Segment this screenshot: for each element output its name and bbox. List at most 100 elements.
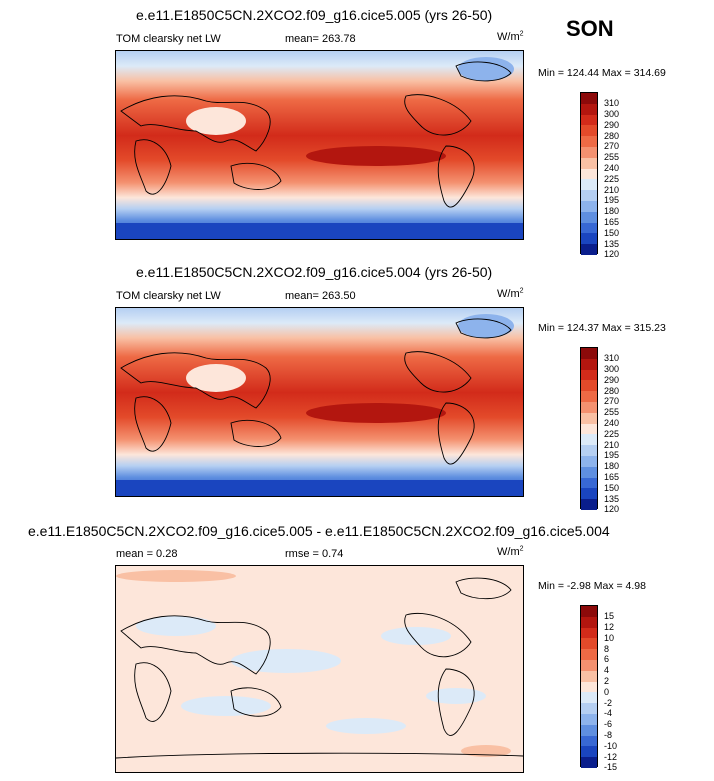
colorbar-tick: 240 — [604, 418, 620, 428]
colorbar-swatch — [581, 233, 597, 245]
colorbar-swatch — [581, 211, 597, 223]
colorbar-swatch — [581, 125, 597, 137]
panel2-title: e.e11.E1850C5CN.2XCO2.f09_g16.cice5.004 … — [136, 264, 493, 280]
panel2-minmax: Min = 124.37 Max = 315.23 — [538, 322, 666, 334]
colorbar-tick: 120 — [604, 249, 620, 259]
colorbar-tick: 310 — [604, 98, 620, 108]
colorbar-swatch — [581, 445, 597, 456]
colorbar-tick: 280 — [604, 386, 620, 396]
colorbar-swatch — [581, 746, 597, 758]
colorbar-swatch — [581, 369, 597, 381]
colorbar-swatch — [581, 627, 597, 639]
colorbar-tick: 165 — [604, 472, 620, 482]
colorbar-swatch — [581, 499, 597, 510]
colorbar-tick: 165 — [604, 217, 620, 227]
colorbar-tick: 290 — [604, 120, 620, 130]
colorbar-swatch — [581, 724, 597, 736]
colorbar-tick: -2 — [604, 698, 613, 708]
colorbar-swatch — [581, 391, 597, 402]
colorbar-swatch — [581, 93, 597, 104]
panel1-pacific-warm — [306, 146, 446, 166]
panel1-antarctica — [116, 223, 523, 239]
panel3-title: e.e11.E1850C5CN.2XCO2.f09_g16.cice5.005 … — [28, 523, 610, 539]
colorbar-tick: 300 — [604, 364, 620, 374]
colorbar-swatch — [581, 477, 597, 489]
colorbar-tick: 195 — [604, 195, 620, 205]
colorbar-swatch — [581, 222, 597, 234]
panel3-colorbar — [580, 605, 598, 768]
panel2-pacific-warm — [306, 403, 446, 423]
panel3-neg-patch — [136, 616, 216, 636]
colorbar-swatch — [581, 713, 597, 725]
colorbar-tick: 150 — [604, 228, 620, 238]
colorbar-tick: -8 — [604, 730, 613, 740]
season-label: SON — [566, 16, 614, 41]
panel1-mean-label: mean= 263.78 — [285, 33, 356, 45]
colorbar-tick: 0 — [604, 687, 610, 697]
colorbar-tick: 255 — [604, 152, 620, 162]
colorbar-swatch — [581, 692, 597, 704]
panel3-neg-patch — [381, 627, 451, 645]
panel2-field — [116, 308, 523, 496]
colorbar-swatch — [581, 380, 597, 392]
colorbar-tick: 270 — [604, 396, 620, 406]
colorbar-swatch — [581, 179, 597, 191]
panel3-rmse-label: rmse = 0.74 — [285, 548, 344, 560]
panel1-variable-label: TOM clearsky net LW — [116, 33, 221, 45]
colorbar-swatch — [581, 466, 597, 478]
colorbar-swatch — [581, 190, 597, 201]
panel2-mean-label: mean= 263.50 — [285, 290, 356, 302]
colorbar-tick: 120 — [604, 504, 620, 514]
panel1-minmax: Min = 124.44 Max = 314.69 — [538, 67, 666, 79]
colorbar-tick: 310 — [604, 353, 620, 363]
colorbar-swatch — [581, 348, 597, 359]
panel1-tibet — [186, 107, 246, 135]
colorbar-tick: 210 — [604, 440, 620, 450]
colorbar-swatch — [581, 401, 597, 413]
panel1-coastlines — [120, 61, 512, 208]
colorbar-tick: 225 — [604, 429, 620, 439]
colorbar-swatch — [581, 735, 597, 747]
colorbar-swatch — [581, 244, 597, 255]
colorbar-swatch — [581, 757, 597, 768]
colorbar-tick: 135 — [604, 494, 620, 504]
colorbar-tick: 300 — [604, 109, 620, 119]
colorbar-tick: 255 — [604, 407, 620, 417]
colorbar-tick: 180 — [604, 206, 620, 216]
colorbar-tick: -12 — [604, 752, 618, 762]
colorbar-tick: 270 — [604, 141, 620, 151]
panel2-units-label: W/m2 — [497, 287, 524, 300]
colorbar-tick: 225 — [604, 174, 620, 184]
panel1-greenland — [458, 57, 514, 81]
colorbar-swatch — [581, 157, 597, 169]
colorbar-tick: 4 — [604, 665, 610, 675]
panel1-units-label: W/m2 — [497, 30, 524, 43]
colorbar-swatch — [581, 168, 597, 180]
panel3-mean-label: mean = 0.28 — [116, 548, 178, 560]
colorbar-tick: 290 — [604, 375, 620, 385]
colorbar-tick: 240 — [604, 163, 620, 173]
colorbar-tick: 15 — [604, 611, 615, 621]
panel3-map — [115, 565, 524, 773]
colorbar-tick: 2 — [604, 676, 610, 686]
colorbar-tick: 195 — [604, 450, 620, 460]
colorbar-tick: 150 — [604, 483, 620, 493]
panel2-variable-label: TOM clearsky net LW — [116, 290, 221, 302]
colorbar-swatch — [581, 659, 597, 671]
panel2-greenland — [458, 314, 514, 338]
colorbar-swatch — [581, 488, 597, 500]
colorbar-tick: 8 — [604, 644, 610, 654]
panel3-coastlines — [116, 577, 523, 759]
colorbar-swatch — [581, 114, 597, 126]
colorbar-swatch — [581, 423, 597, 435]
panel3-neg-patch — [426, 688, 486, 704]
panel1-field — [116, 51, 523, 239]
panel2-tibet — [186, 364, 246, 392]
colorbar-tick: 135 — [604, 239, 620, 249]
colorbar-swatch — [581, 703, 597, 714]
colorbar-swatch — [581, 638, 597, 650]
colorbar-swatch — [581, 412, 597, 424]
panel3-neg-patch — [326, 718, 406, 734]
colorbar-swatch — [581, 616, 597, 628]
colorbar-tick: -6 — [604, 719, 613, 729]
